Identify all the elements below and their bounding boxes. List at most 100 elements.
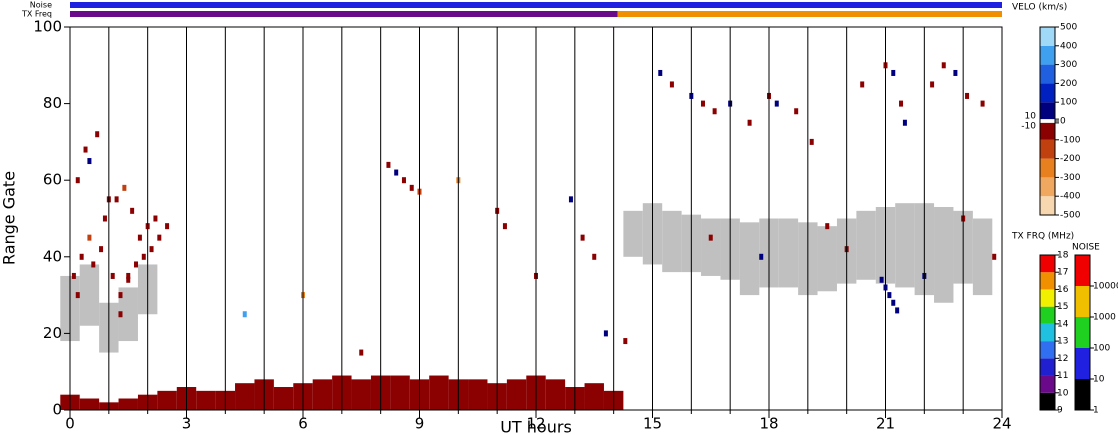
velocity-colorbar-swatch [1040,139,1055,159]
colorbar-tick-label: 100 [1093,344,1110,354]
colorbar-tick-label: 16 [1057,285,1069,295]
backscatter-point [891,69,896,76]
near-range-scatter [118,398,138,410]
y-tick-label: 60 [43,171,62,189]
colorbar-tick-label: 11 [1057,371,1068,381]
velocity-colorbar-swatch [1040,27,1055,46]
backscatter-point [137,234,142,241]
backscatter-point [130,207,135,214]
x-tick-label: 24 [992,415,1011,433]
freq-colorbar-swatch [1040,306,1055,324]
y-tick-label: 100 [33,18,62,36]
backscatter-point [568,196,573,203]
noise-colorbar-swatch [1075,317,1090,348]
backscatter-point [118,311,123,318]
x-tick-label: 0 [65,415,75,433]
backscatter-point [87,158,92,165]
ground-scatter [895,203,915,288]
backscatter-point [110,272,115,279]
backscatter-point [91,261,96,268]
backscatter-point [118,292,123,299]
colorbar-tick-label: -300 [1060,173,1081,183]
colorbar-tick-label: 100 [1060,98,1077,108]
backscatter-point [149,246,154,253]
velocity-colorbar-swatch [1040,45,1055,65]
colorbar-tick-label: 300 [1060,60,1077,70]
backscatter-point [401,177,406,184]
backscatter-point [794,108,799,115]
backscatter-point [75,292,80,299]
x-tick-label: 18 [759,415,778,433]
ground-scatter [79,264,100,326]
backscatter-point [965,92,970,99]
backscatter-point [75,177,80,184]
backscatter-point [126,276,131,283]
backscatter-point [126,272,131,279]
backscatter-point [386,161,391,168]
noise-colorbar-swatch [1075,379,1090,410]
ground-scatter [817,226,837,292]
backscatter-point [902,119,907,126]
backscatter-point [809,138,814,145]
backscatter-point [658,69,663,76]
freq-colorbar-swatch [1040,323,1055,342]
colorbar-gap [1040,119,1055,123]
backscatter-point [114,196,119,203]
velocity-colorbar-swatch [1040,102,1055,121]
ground-scatter [778,218,799,288]
backscatter-point [153,215,158,222]
backscatter-point [71,272,76,279]
colorbar-tick-label: 10000 [1093,282,1118,292]
noise-colorbar-swatch [1075,286,1090,317]
backscatter-point [712,108,717,115]
backscatter-point [700,100,705,107]
velocity-colorbar-swatch [1040,177,1055,197]
colorbar-frame [1039,26,1056,216]
backscatter-point [122,184,127,191]
backscatter-point [95,131,100,138]
velocity-colorbar-swatch [1040,121,1055,140]
colorbar-tick-label: 500 [1060,23,1077,33]
y-tick-label: 40 [43,247,62,265]
backscatter-point [759,253,764,260]
x-axis-title: UT hours [500,418,572,435]
backscatter-point [623,338,628,345]
freq-colorbar-title: TX FRQ (MHz) [1011,232,1074,242]
noise-colorbar-title: NOISE [1072,243,1100,253]
colorbar-tick-label: 15 [1057,302,1068,312]
y-tick-label: 20 [43,324,62,342]
backscatter-point [891,299,896,306]
colorbar-frame [1074,254,1091,411]
colorbar-tick-label: 400 [1060,41,1077,51]
backscatter-point [409,184,414,191]
backscatter-point [592,253,597,260]
colorbar-tick-label: 10 [1093,375,1105,385]
near-range-scatter [196,390,216,410]
colorbar-tick-label: 9 [1057,406,1063,416]
colorbar-tick-label: 0 [1060,117,1066,127]
backscatter-point [708,234,713,241]
y-tick-label: 0 [52,401,62,419]
near-range-scatter [79,398,100,410]
x-tick-label: 3 [182,415,192,433]
noise-bar-label: Noise [30,1,52,10]
colorbar-tick-label: -400 [1060,192,1081,202]
colorbar-tick-label: -200 [1060,154,1081,164]
x-tick-label: 12 [526,415,545,433]
colorbar-tick-label: -10 [1021,121,1036,131]
colorbar-tick-label: 200 [1060,79,1077,89]
ground-scatter [118,287,138,342]
near-range-scatter [390,375,410,410]
backscatter-point [895,307,900,314]
colorbar-frame [1039,254,1056,411]
backscatter-point [359,349,364,356]
y-tick-label: 80 [43,94,62,112]
near-range-scatter [584,383,604,410]
freq-bar-segment [617,11,1002,17]
colorbar-tick-label: 10 [1025,112,1037,122]
freq-colorbar-swatch [1040,392,1055,410]
near-range-scatter [157,390,177,410]
backscatter-point [102,215,107,222]
backscatter-point [79,253,84,260]
